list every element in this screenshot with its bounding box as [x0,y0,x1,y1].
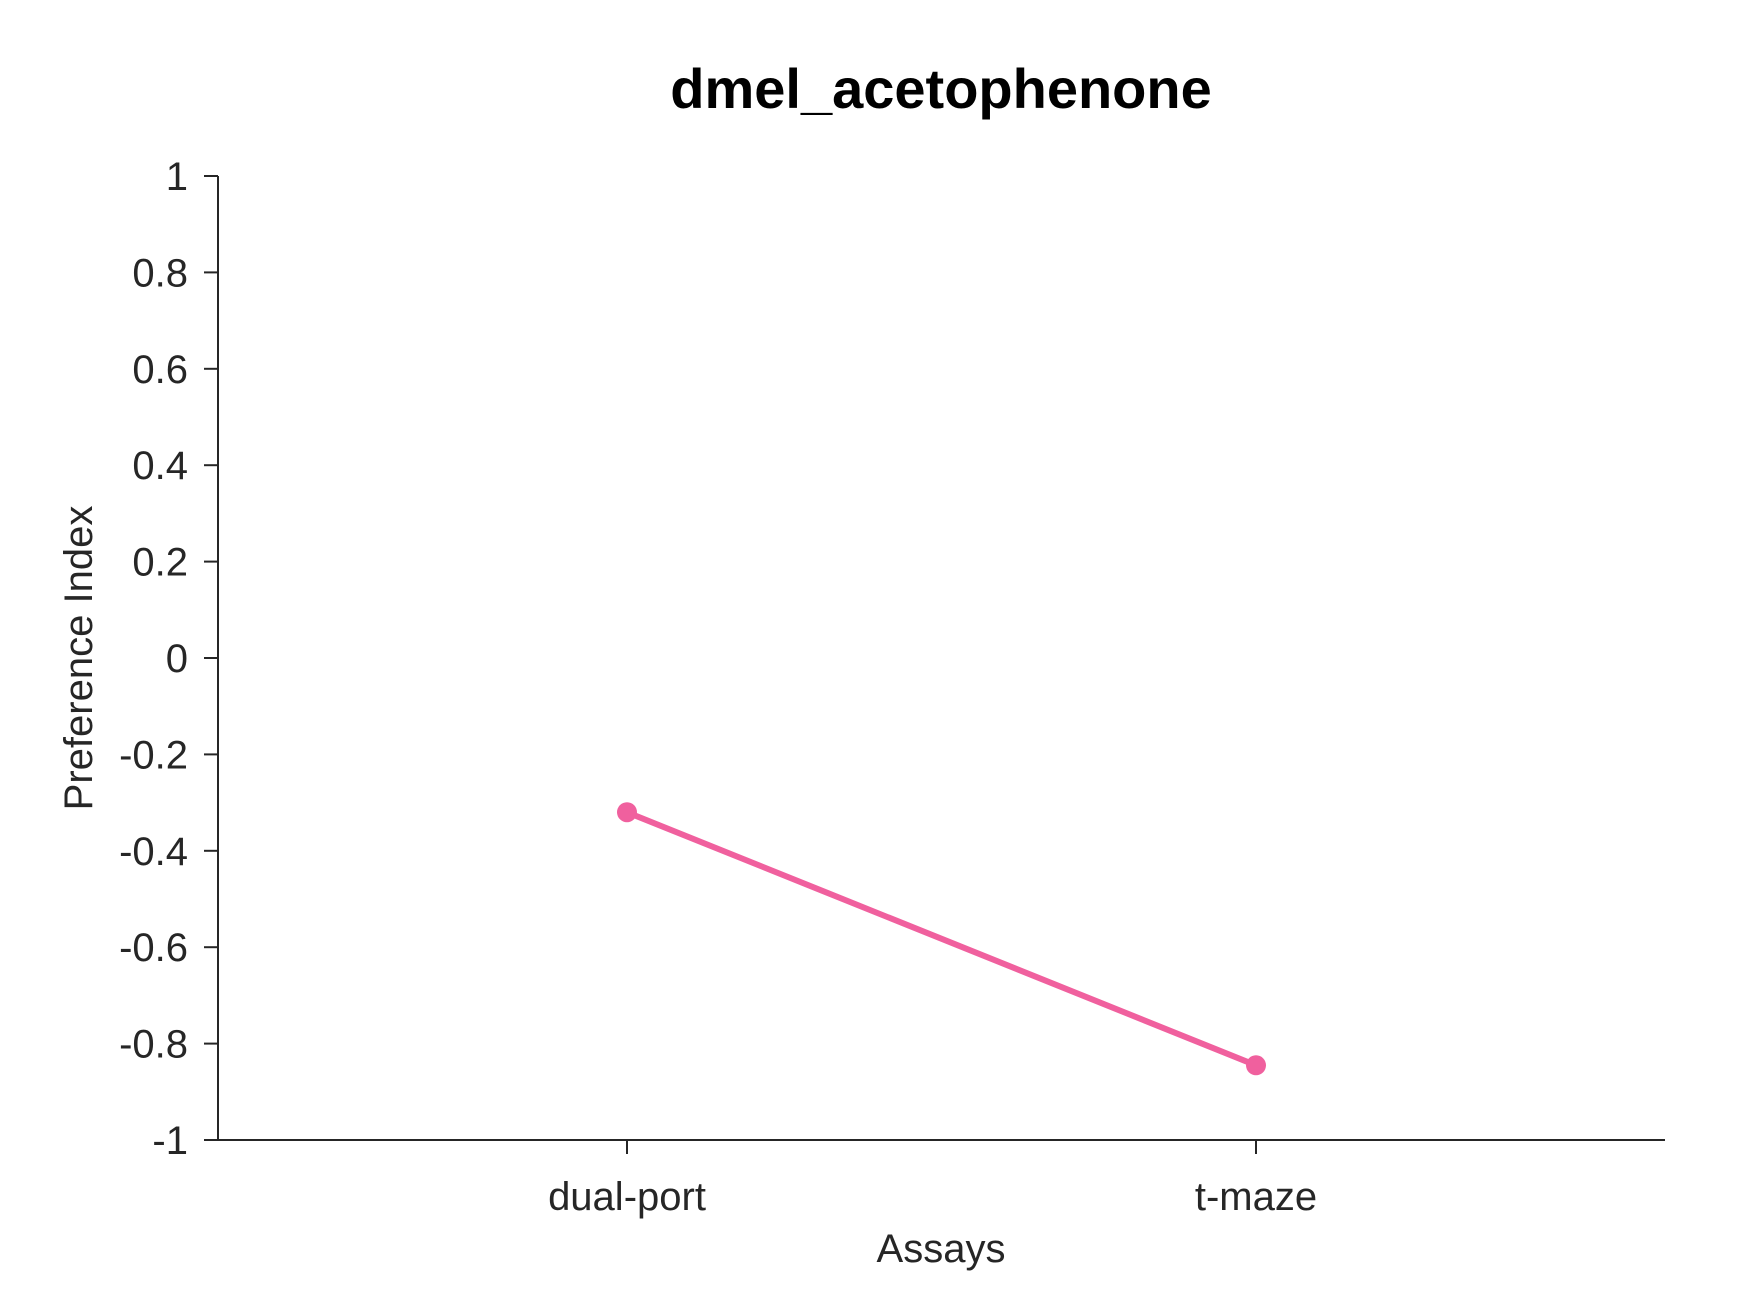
y-tick-label: -0.6 [119,926,188,970]
y-tick-label: 0.8 [132,251,188,295]
y-tick-label: -1 [152,1119,188,1163]
x-axis-label: Assays [877,1227,1006,1271]
y-axis: 1 0.8 0.6 0.4 0.2 0 -0.2 -0.4 -0.6 -0.8 -1 [119,155,219,1163]
x-tick-label: dual-port [548,1175,706,1219]
chart-title: dmel_acetophenone [670,57,1211,120]
y-tick-label: 0.2 [132,541,188,585]
y-tick-label: -0.4 [119,830,188,874]
y-tick-label: 0 [166,637,188,681]
data-point-t-maze [1246,1055,1266,1076]
y-tick-label: 1 [166,155,188,199]
y-tick-label: -0.8 [119,1023,188,1067]
data-point-dual-port [617,802,637,823]
x-tick-label: t-maze [1195,1175,1317,1219]
y-tick-label: -0.2 [119,733,188,777]
y-tick-label: 0.6 [132,348,188,392]
series-layer [617,802,1266,1076]
x-axis: dual-port t-maze [218,1139,1665,1219]
y-axis-label: Preference Index [57,506,101,811]
series-line [624,809,1259,1069]
y-tick-label: 0.4 [132,444,188,488]
